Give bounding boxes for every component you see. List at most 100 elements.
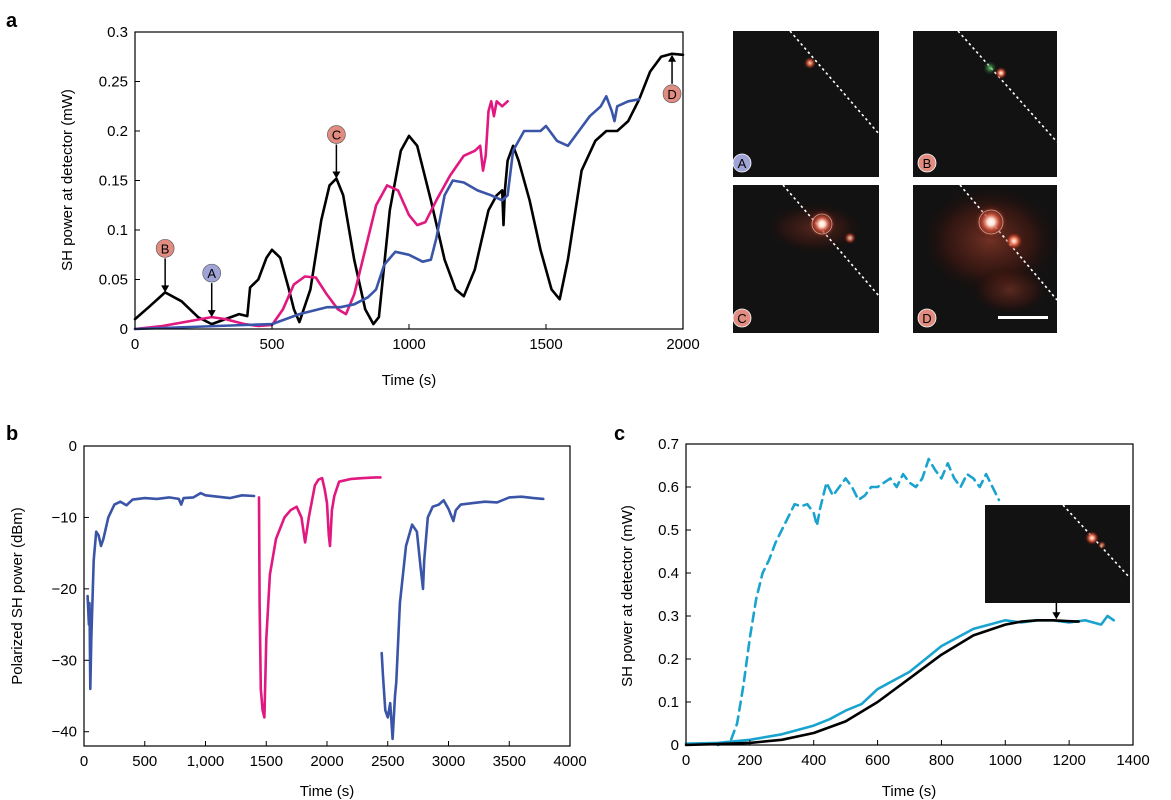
micrograph-b-spot <box>995 67 1007 79</box>
panel-a-y-tick-label: 0.1 <box>107 222 128 239</box>
panel-a-y-tick-label: 0.15 <box>99 173 128 190</box>
panel-c-x-tick-label: 1200 <box>1052 752 1085 769</box>
panel-a-x-tick-label: 1000 <box>392 336 425 353</box>
marker-d-label: D <box>667 87 676 102</box>
panel-a-series-line-3 <box>133 95 641 331</box>
panel-c-ticks: 0 200 400 600 800 1000 1200 1400 0 0.1 0.2 0.3 0.4 0.… <box>658 436 1150 769</box>
marker-c-badge <box>327 125 346 144</box>
marker-d-arrow-head <box>668 54 677 62</box>
panel-c-x-tick-label: 0 <box>682 752 690 769</box>
panel-b-series-line-2 <box>257 476 382 719</box>
panel-c-series-line-1 <box>716 457 1001 747</box>
micrograph-c-badge-label: C <box>737 311 746 326</box>
panel-c-x-tick-label: 1400 <box>1116 752 1149 769</box>
panel-b-series-line-3 <box>380 495 545 741</box>
panel-c-y-tick-label: 0.6 <box>658 479 679 496</box>
panel-c-y-tick-label: 0.4 <box>658 565 679 582</box>
micrograph-d-scale-bar <box>998 316 1048 319</box>
panel-c-inset-arrow <box>1052 603 1061 620</box>
panel-a-series-line-1 <box>133 52 685 326</box>
panel-a-y-tick-label: 0.05 <box>99 272 128 289</box>
panel-b-y-tick-label: −20 <box>52 581 77 598</box>
panel-b-x-tick-label: 1,000 <box>187 753 225 770</box>
marker-a-label: A <box>207 266 216 281</box>
panel-c-x-tick-label: 1000 <box>989 752 1022 769</box>
panel-b-x-tick-label: 4000 <box>553 753 586 770</box>
panel-c-y-tick-label: 0.7 <box>658 436 679 453</box>
micrograph-d-badge-label: D <box>922 311 931 326</box>
panel-b-x-tick-label: 3000 <box>432 753 465 770</box>
micrograph-b-green-glow <box>983 61 997 75</box>
panel-c-x-tick-label: 200 <box>737 752 762 769</box>
panel-b-y-tick-label: 0 <box>69 438 77 455</box>
panel-a-x-tick-label: 2000 <box>666 336 699 353</box>
panel-b-ticks: 0 500 1,000 1500 2000 2500 3000 3500 4000 0 −10 −20… <box>52 438 587 770</box>
panel-c-series <box>684 457 1116 747</box>
panel-c-y-tick-label: 0.3 <box>658 608 679 625</box>
panel-b-x-tick-label: 3500 <box>493 753 526 770</box>
micrograph-b-image <box>913 31 1057 177</box>
panel-a-series <box>133 52 685 331</box>
panel-b-y-tick-label: −40 <box>52 724 77 741</box>
panel-c-x-axis-label: Time (s) <box>882 783 936 800</box>
panel-a-y-tick-label: 0.25 <box>99 74 128 91</box>
micrograph-b-badge-label: B <box>923 156 932 171</box>
panel-b-x-tick-label: 500 <box>132 753 157 770</box>
panel-a-y-axis-label: SH power at detector (mW) <box>59 89 76 271</box>
micrograph-grid: A B C <box>732 30 1060 333</box>
panel-b-series <box>86 476 545 741</box>
panel-c-y-axis-label: SH power at detector (mW) <box>619 505 636 687</box>
panel-a-y-tick-label: 0.2 <box>107 123 128 140</box>
panel-letter-a: a <box>6 10 18 32</box>
panel-c-y-tick-label: 0.1 <box>658 694 679 711</box>
panel-letter-c: c <box>614 423 625 445</box>
micrograph-b: B <box>913 30 1058 177</box>
marker-c-arrow-head <box>332 171 341 179</box>
marker-a-badge <box>202 263 222 283</box>
panel-c-chart: 0 200 400 600 800 1000 1200 1400 0 0.1 0.2 0.3 0.4 0.… <box>619 436 1150 800</box>
panel-b-plot-frame <box>83 445 571 747</box>
micrograph-c: C <box>732 184 880 333</box>
marker-b-label: B <box>161 241 170 256</box>
panel-a-x-tick-label: 0 <box>131 336 139 353</box>
micrograph-c-spot <box>807 209 837 239</box>
panel-c-series-line-3 <box>684 619 1080 747</box>
panel-a-x-tick-label: 1500 <box>529 336 562 353</box>
panel-b-series-line-1 <box>86 491 256 691</box>
micrograph-d-ring <box>978 209 1004 235</box>
panel-b-x-tick-label: 2500 <box>371 753 404 770</box>
marker-b-arrow-head <box>161 285 170 293</box>
panel-b-y-tick-label: −30 <box>52 652 77 669</box>
panel-b-x-tick-label: 2000 <box>310 753 343 770</box>
panel-c-inset-image <box>985 505 1130 603</box>
panel-b-y-axis-label: Polarized SH power (dBm) <box>9 507 26 685</box>
panel-c-y-tick-label: 0.5 <box>658 522 679 539</box>
marker-c-label: C <box>332 128 341 143</box>
panel-b-x-tick-label: 0 <box>80 753 88 770</box>
panel-a-markers: B A C D <box>155 54 682 318</box>
panel-a-x-axis-label: Time (s) <box>382 372 436 389</box>
panel-c-y-tick-label: 0.2 <box>658 651 679 668</box>
panel-a-y-tick-label: 0 <box>120 321 128 338</box>
micrograph-a: A <box>732 30 880 177</box>
micrograph-d: D <box>913 184 1060 333</box>
panel-c-x-tick-label: 600 <box>865 752 890 769</box>
panel-c-x-tick-label: 400 <box>801 752 826 769</box>
micrograph-a-image <box>733 31 879 177</box>
micrograph-d-secondary-spot <box>1005 232 1023 250</box>
panel-letter-b: b <box>6 423 18 445</box>
micrograph-a-badge-label: A <box>738 156 747 171</box>
micrograph-c-badge <box>732 308 752 328</box>
panel-b-x-tick-label: 1500 <box>250 753 283 770</box>
marker-a-arrow-head <box>207 310 216 318</box>
panel-c-y-tick-label: 0 <box>671 737 679 754</box>
panel-c-plot-frame <box>685 443 1134 746</box>
panel-a-chart: 0 500 1000 1500 2000 0 0.05 0.1 0.15 0.2 0.25 0.3 B… <box>59 24 700 389</box>
panel-c-inset-arrow-head <box>1052 612 1061 620</box>
micrograph-d-spot <box>973 204 1009 240</box>
panel-a-y-tick-label: 0.3 <box>107 24 128 41</box>
micrograph-d-haze-lower <box>970 265 1050 315</box>
micrograph-d-badge <box>917 308 937 328</box>
marker-d-badge <box>662 84 682 104</box>
panel-b-y-tick-label: −10 <box>52 509 77 526</box>
